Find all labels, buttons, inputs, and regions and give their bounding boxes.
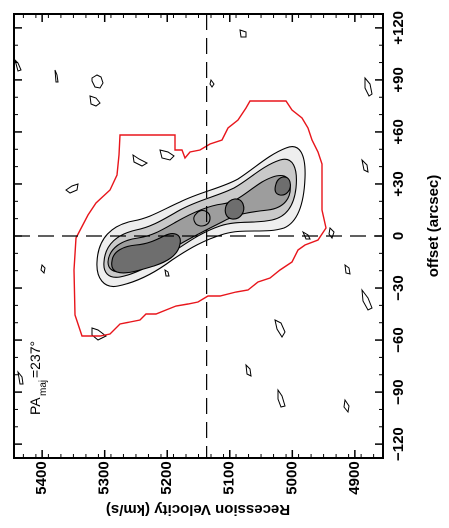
- offset-axis-title: offset (arcsec): [425, 175, 442, 278]
- position-angle-annotation: PA maj =237°: [27, 341, 49, 415]
- noise-contour: [239, 29, 247, 38]
- noise-contour: [159, 149, 175, 161]
- noise-contours: [14, 29, 373, 414]
- noise-contour: [301, 230, 311, 240]
- noise-contour: [91, 327, 107, 341]
- offset-tick-label: −60: [390, 327, 407, 352]
- contour-level-4: [111, 233, 181, 274]
- contour-peak-2: [224, 198, 245, 220]
- offset-tick-label: −90: [390, 379, 407, 404]
- noise-contour: [245, 363, 252, 377]
- noise-contour: [89, 95, 101, 107]
- noise-contour: [361, 158, 369, 173]
- velocity-axis-title: Recession Velocity (km/s): [106, 501, 290, 518]
- noise-contour: [361, 288, 373, 311]
- offset-tick-label: +90: [390, 67, 407, 92]
- noise-contour: [164, 268, 170, 277]
- annotation-main: PA: [27, 397, 43, 415]
- offset-tick-label: +30: [390, 171, 407, 196]
- offset-axis-ticks: +120 +90 +60 +30 0 −30 −60 −90 −120: [14, 11, 407, 461]
- velocity-axis-ticks: 5400 5300 5200 5100 5000 4900: [22, 14, 375, 495]
- noise-contour: [17, 370, 24, 385]
- noise-contour: [14, 58, 22, 72]
- offset-tick-label: +60: [390, 119, 407, 144]
- noise-contour: [277, 388, 286, 408]
- noise-contour: [364, 76, 373, 97]
- velocity-tick-label: 5100: [221, 461, 238, 494]
- contour-fills: [96, 146, 306, 288]
- velocity-tick-label: 5300: [96, 461, 113, 494]
- emission-envelope: [73, 100, 327, 337]
- annotation-value: =237°: [27, 341, 43, 378]
- offset-tick-label: 0: [390, 232, 407, 240]
- offset-tick-label: +120: [390, 11, 407, 45]
- noise-contour: [328, 226, 335, 240]
- noise-contour: [40, 263, 46, 275]
- velocity-tick-label: 5400: [33, 461, 50, 494]
- noise-contour: [91, 74, 104, 89]
- noise-contour: [209, 78, 215, 88]
- annotation-subscript: maj: [38, 380, 49, 396]
- noise-contour: [65, 183, 79, 194]
- offset-tick-label: −120: [390, 427, 407, 461]
- contour-peak-3: [274, 176, 291, 196]
- noise-contour: [54, 69, 59, 83]
- offset-tick-label: −30: [390, 275, 407, 300]
- velocity-tick-label: 5000: [283, 461, 300, 494]
- noise-contour: [344, 263, 351, 275]
- velocity-tick-label: 4900: [346, 461, 363, 494]
- noise-contour: [274, 319, 286, 338]
- noise-contour: [132, 153, 149, 167]
- velocity-tick-label: 5200: [158, 461, 175, 494]
- noise-contour: [343, 398, 350, 414]
- contour-peak-4: [193, 209, 211, 227]
